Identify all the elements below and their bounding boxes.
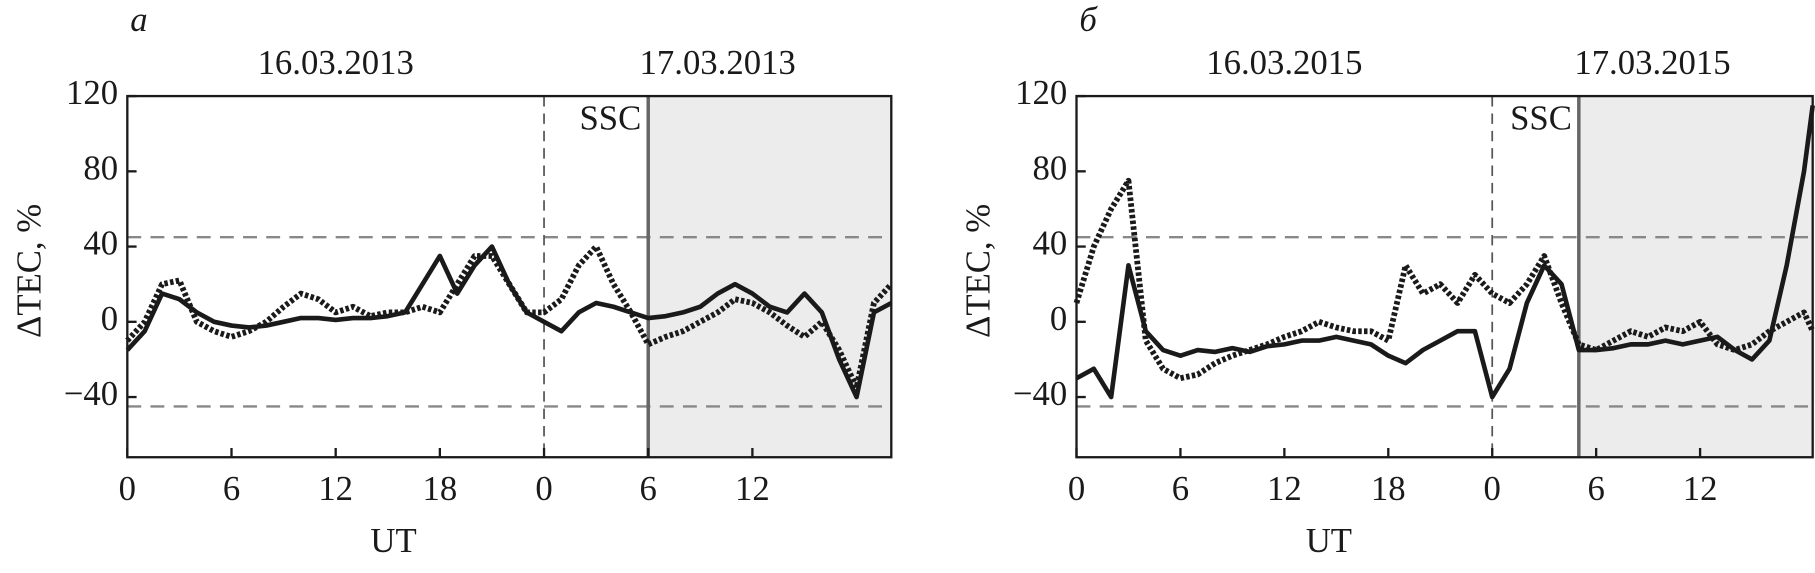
y-tick-label: 120	[1015, 73, 1067, 112]
y-tick-label: −40	[1013, 374, 1067, 413]
x-axis-label: UT	[1306, 521, 1352, 560]
y-tick-label: 80	[83, 148, 118, 187]
date-label: 16.03.2013	[258, 43, 414, 82]
y-axis-label: ΔTEC, %	[9, 204, 48, 338]
y-tick-label: 40	[83, 224, 118, 263]
x-tick-label: 12	[318, 469, 353, 508]
data-line	[1075, 105, 1815, 400]
y-tick-label: 40	[1033, 224, 1068, 263]
x-tick-label: 0	[1484, 469, 1501, 508]
y-tick-label: −40	[64, 374, 118, 413]
panel-label: б	[1079, 0, 1098, 39]
date-label: 17.03.2013	[640, 43, 796, 82]
y-tick-label: 80	[1033, 148, 1068, 187]
plot-frame	[1075, 94, 1814, 459]
y-tick-label: 0	[101, 299, 118, 338]
x-tick-label: 0	[1068, 469, 1085, 508]
x-tick-label: 6	[223, 469, 240, 508]
x-tick-label: 12	[735, 469, 770, 508]
x-tick-label: 6	[1172, 469, 1189, 508]
x-tick-label: 0	[119, 469, 136, 508]
annotation: SSC	[579, 99, 641, 138]
x-tick-label: 12	[1683, 469, 1718, 508]
y-tick-label: 0	[1050, 299, 1067, 338]
x-tick-label: 12	[1267, 469, 1302, 508]
x-tick-label: 0	[535, 469, 552, 508]
date-label: 16.03.2015	[1206, 43, 1362, 82]
data-line	[1073, 177, 1815, 382]
plot-frame	[126, 94, 893, 459]
data-line	[125, 243, 894, 391]
shaded-region	[1578, 96, 1813, 458]
panel-label: а	[130, 0, 147, 39]
x-axis-label: UT	[370, 521, 416, 560]
shaded-region	[648, 96, 892, 458]
y-tick-label: 120	[66, 73, 118, 112]
x-tick-label: 6	[640, 469, 657, 508]
x-tick-label: 6	[1587, 469, 1604, 508]
x-tick-label: 18	[423, 469, 458, 508]
y-axis-label: ΔTEC, %	[959, 204, 998, 338]
x-tick-label: 18	[1371, 469, 1406, 508]
date-label: 17.03.2015	[1574, 43, 1730, 82]
annotation: SSC	[1510, 99, 1572, 138]
